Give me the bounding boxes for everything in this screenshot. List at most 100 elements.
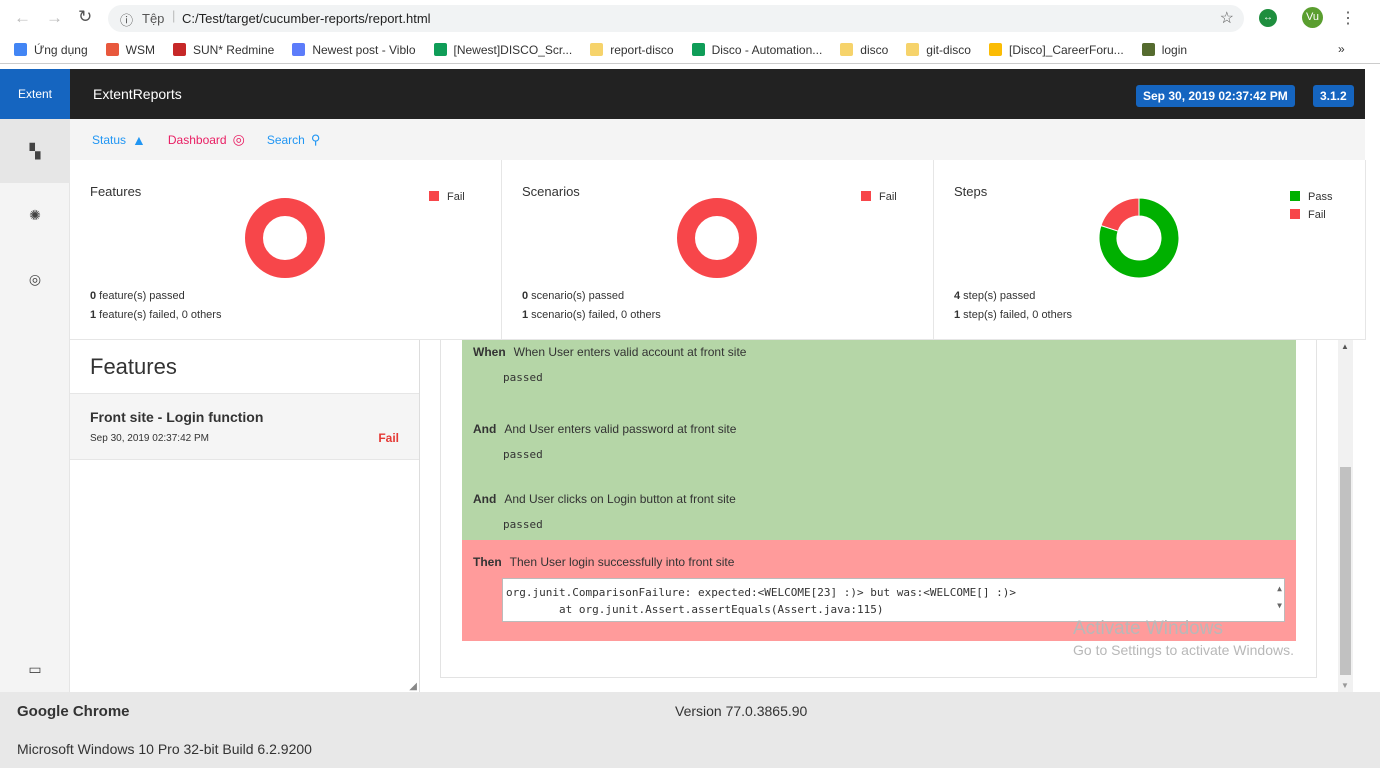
- step-row: When When User enters valid account at fr…: [462, 340, 1296, 410]
- search-link[interactable]: Search ⚲: [266, 131, 321, 147]
- features-panel: Features Front site - Login function Sep…: [70, 340, 420, 692]
- bookmarks-bar: Ứng dụng WSM SUN* Redmine Newest post - Vib…: [0, 36, 1380, 64]
- sub-navigation: Status ▲ Dashboard ◎ Search ⚲: [70, 119, 1365, 160]
- feature-status: Fail: [378, 431, 399, 445]
- monitor-icon: ▭: [28, 660, 42, 677]
- bookmark-icon: [14, 43, 27, 56]
- bookmark-item[interactable]: Disco - Automation...: [691, 43, 822, 57]
- info-icon[interactable]: ⓘ: [120, 13, 134, 28]
- version-badge: 3.1.2: [1313, 85, 1354, 107]
- legend-item[interactable]: Pass: [1290, 188, 1332, 206]
- bookmark-item[interactable]: Newest post - Viblo: [292, 43, 416, 57]
- search-icon: ⚲: [310, 131, 321, 147]
- legend-item[interactable]: Fail: [429, 188, 465, 206]
- pass-slice[interactable]: [1098, 197, 1180, 279]
- target-icon: ◎: [28, 270, 42, 287]
- feature-date: Sep 30, 2019 02:37:42 PM: [90, 433, 209, 444]
- fail-slice[interactable]: [245, 198, 325, 278]
- app-title: ExtentReports: [93, 86, 182, 102]
- bookmark-icon: [433, 43, 447, 56]
- brand-logo[interactable]: Extent: [0, 69, 70, 119]
- bookmark-icon: [840, 43, 854, 56]
- summary-card-scenarios: Scenarios Fail 0 scenario(s) passed 1 scena…: [502, 160, 934, 340]
- bookmark-item[interactable]: SUN* Redmine: [172, 43, 274, 57]
- card-title: Steps: [954, 184, 988, 199]
- sidebar-item-test[interactable]: ▚: [0, 119, 70, 183]
- failed-summary: 1 scenario(s) failed, 0 others: [522, 309, 661, 321]
- scrollbar[interactable]: ▲ ▼: [1338, 340, 1353, 692]
- passed-summary: 4 step(s) passed: [954, 290, 1036, 302]
- failed-summary: 1 step(s) failed, 0 others: [954, 309, 1073, 321]
- step-keyword: When: [473, 345, 506, 359]
- bookmark-item[interactable]: [Disco]_CareerForu...: [988, 43, 1124, 57]
- chart-legend: Pass Fail: [1290, 188, 1332, 224]
- extension-icon[interactable]: ↔: [1259, 9, 1277, 27]
- step-row: And And User clicks on Login button at fr…: [462, 480, 1296, 540]
- footer-version: Version 77.0.3865.90: [675, 703, 808, 719]
- bookmark-item[interactable]: disco: [840, 43, 888, 57]
- bookmark-item[interactable]: WSM: [105, 43, 155, 57]
- dashboard-grid-icon: ▚: [29, 142, 41, 159]
- bookmark-icon: [105, 43, 119, 56]
- feature-name: Front site - Login function: [90, 409, 264, 425]
- fail-slice[interactable]: [1100, 197, 1140, 232]
- step-row: And And User enters valid password at fro…: [462, 410, 1296, 480]
- step-result: passed: [503, 448, 543, 461]
- step-keyword: And: [473, 492, 497, 506]
- summary-card-steps: Steps Pass Fail 4 step(s) passed 1 step(s) f…: [934, 160, 1366, 340]
- browser-toolbar: ← → ↻ ⓘ Tệp | C:/Test/target/cucumber-re…: [0, 0, 1380, 36]
- more-bookmarks-button[interactable]: »: [1338, 42, 1345, 56]
- footer-app: Google Chrome: [17, 703, 130, 720]
- step-row: Then Then User login successfully into fr…: [462, 540, 1296, 641]
- status-link[interactable]: Status ▲: [92, 131, 146, 148]
- sidebar-item-environment[interactable]: ▭: [0, 637, 70, 701]
- summary-card-features: Features Fail 0 feature(s) passed 1 feature…: [70, 160, 502, 340]
- feature-list-item[interactable]: Front site - Login function Sep 30, 2019…: [70, 393, 419, 460]
- bookmark-item[interactable]: git-disco: [906, 43, 971, 57]
- bookmark-item[interactable]: Ứng dụng: [14, 43, 88, 57]
- passed-summary: 0 feature(s) passed: [90, 290, 185, 302]
- scheme-label: Tệp: [142, 11, 165, 26]
- bug-icon: ✺: [29, 206, 41, 223]
- reload-icon[interactable]: ↻: [78, 7, 93, 26]
- dashboard-link[interactable]: Dashboard ◎: [167, 131, 245, 147]
- bookmark-icon: [1141, 43, 1155, 56]
- url-text[interactable]: C:/Test/target/cucumber-reports/report.h…: [182, 11, 431, 26]
- step-name: And User enters valid password at front …: [504, 422, 737, 436]
- menu-icon[interactable]: ⋮: [1340, 10, 1356, 27]
- donut-chart: [677, 198, 757, 278]
- bookmark-item[interactable]: [Newest]DISCO_Scr...: [433, 43, 572, 57]
- donut-chart: [1098, 197, 1180, 279]
- target-icon: ◎: [232, 131, 245, 147]
- legend-item[interactable]: Fail: [861, 188, 897, 206]
- chart-legend: Fail: [429, 188, 465, 206]
- sidebar-item-dashboard[interactable]: ◎: [0, 247, 70, 311]
- passed-summary: 0 scenario(s) passed: [522, 290, 625, 302]
- legend-item[interactable]: Fail: [1290, 206, 1332, 224]
- activate-windows-watermark: Activate Windows Go to Settings to activ…: [1073, 618, 1294, 658]
- scrollbar-thumb[interactable]: [1340, 467, 1351, 675]
- step-name: And User clicks on Login button at front…: [504, 492, 736, 506]
- address-bar[interactable]: ⓘ Tệp | C:/Test/target/cucumber-reports/…: [108, 5, 1244, 32]
- sidebar-item-category[interactable]: ✺: [0, 183, 70, 247]
- footer: Google Chrome Version 77.0.3865.90 Micro…: [0, 692, 1380, 768]
- bookmark-icon: [172, 43, 186, 56]
- star-icon[interactable]: ☆: [1219, 10, 1234, 27]
- bookmark-item[interactable]: login: [1141, 43, 1187, 57]
- step-result: passed: [503, 518, 543, 531]
- profile-avatar[interactable]: Vu: [1302, 7, 1323, 28]
- test-detail: When When User enters valid account at fr…: [440, 340, 1317, 678]
- timestamp-badge: Sep 30, 2019 02:37:42 PM: [1136, 85, 1295, 107]
- bookmark-icon: [691, 43, 705, 56]
- bookmark-icon: [590, 43, 604, 56]
- card-title: Features: [90, 184, 142, 199]
- bookmark-item[interactable]: report-disco: [590, 43, 674, 57]
- fail-slice[interactable]: [677, 198, 757, 278]
- resize-handle[interactable]: ◢: [409, 681, 417, 692]
- footer-os: Microsoft Windows 10 Pro 32-bit Build 6.…: [17, 741, 312, 757]
- step-keyword: And: [473, 422, 497, 436]
- error-log[interactable]: org.junit.ComparisonFailure: expected:<W…: [502, 578, 1285, 622]
- forward-icon[interactable]: →: [46, 8, 63, 27]
- back-icon[interactable]: ←: [14, 8, 31, 27]
- step-name: Then User login successfully into front …: [509, 555, 735, 569]
